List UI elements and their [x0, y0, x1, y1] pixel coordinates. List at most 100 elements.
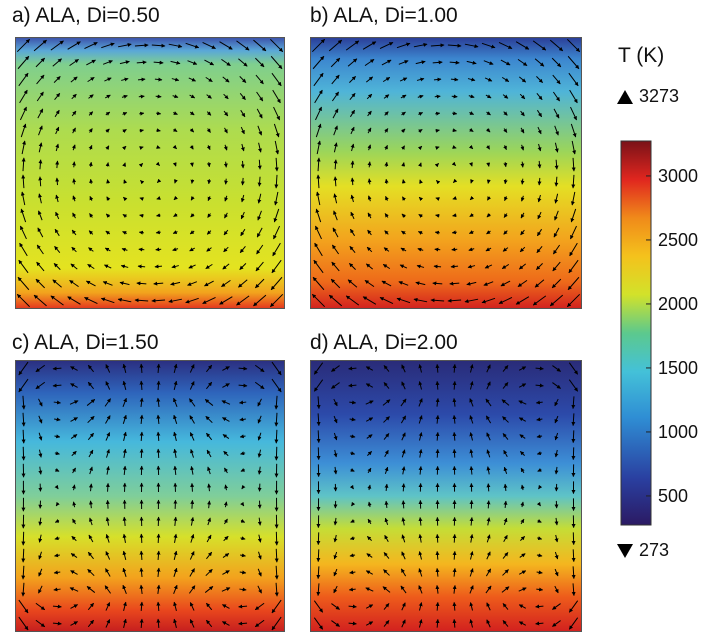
panel-c-temperature-field: [15, 360, 285, 632]
velocity-arrow: [418, 112, 424, 116]
velocity-arrow: [367, 127, 372, 134]
velocity-arrow: [452, 397, 457, 407]
velocity-arrow: [569, 242, 578, 257]
velocity-arrow: [554, 398, 559, 407]
velocity-arrow: [105, 364, 111, 373]
velocity-arrow: [536, 501, 541, 507]
velocity-arrow: [552, 74, 561, 85]
velocity-arrow: [552, 244, 561, 255]
velocity-arrow: [139, 414, 144, 425]
velocity-arrow: [554, 449, 559, 458]
velocity-arrow: [518, 587, 527, 592]
velocity-arrow: [36, 244, 44, 255]
velocity-arrow: [554, 466, 559, 475]
velocity-arrow: [333, 568, 338, 577]
velocity-arrow: [105, 568, 111, 577]
velocity-arrow: [570, 106, 577, 121]
velocity-arrow: [88, 517, 93, 526]
velocity-arrow: [87, 619, 95, 628]
velocity-arrow: [518, 400, 527, 405]
velocity-arrow: [52, 366, 62, 371]
velocity-arrow: [384, 178, 389, 184]
velocity-arrow: [271, 361, 282, 376]
velocity-arrow: [552, 382, 561, 389]
velocity-arrow: [105, 162, 110, 167]
velocity-arrow: [350, 160, 355, 169]
velocity-arrow: [554, 159, 559, 170]
velocity-arrow: [104, 247, 111, 252]
velocity-arrow: [331, 74, 340, 85]
velocity-arrow: [452, 380, 457, 390]
velocity-arrow: [189, 551, 195, 560]
velocity-arrow: [418, 196, 424, 202]
velocity-arrow: [206, 94, 212, 99]
velocity-arrow: [205, 381, 213, 390]
velocity-arrow: [88, 111, 94, 116]
velocity-arrow: [257, 398, 262, 407]
velocity-arrow: [240, 553, 246, 558]
velocity-arrow: [206, 449, 212, 458]
velocity-arrow: [400, 94, 407, 99]
velocity-arrow: [190, 449, 194, 458]
velocity-arrow: [418, 466, 423, 475]
velocity-arrow: [205, 619, 213, 628]
velocity-arrow: [105, 499, 110, 509]
velocity-arrow: [35, 619, 46, 628]
velocity-arrow: [435, 363, 440, 373]
velocity-arrow: [330, 57, 341, 68]
velocity-arrow: [71, 110, 77, 117]
velocity-arrow: [55, 126, 60, 135]
velocity-arrow: [554, 415, 559, 424]
velocity-arrow: [219, 41, 233, 50]
velocity-arrow: [139, 584, 144, 595]
velocity-arrow: [240, 468, 246, 472]
velocity-arrow: [485, 415, 492, 424]
velocity-arrow: [535, 400, 543, 405]
velocity-arrow: [418, 214, 423, 219]
velocity-arrow: [551, 278, 562, 289]
velocity-arrow: [104, 398, 112, 407]
velocity-arrow: [207, 213, 212, 218]
velocity-arrow: [55, 211, 60, 220]
velocity-arrow: [38, 415, 43, 424]
velocity-arrow: [520, 536, 525, 541]
velocity-arrow: [536, 587, 544, 592]
velocity-arrow: [362, 41, 377, 50]
velocity-arrow: [257, 466, 262, 475]
velocity-arrow: [502, 433, 509, 440]
velocity-arrow: [333, 449, 338, 458]
velocity-arrow: [348, 383, 357, 388]
velocity-arrow: [503, 145, 507, 151]
velocity-arrow: [156, 145, 161, 149]
velocity-arrow: [53, 263, 61, 270]
velocity-arrow: [156, 397, 161, 408]
velocity-arrow: [171, 77, 180, 82]
velocity-arrow: [189, 94, 196, 99]
velocity-arrow: [19, 242, 28, 257]
velocity-arrow: [331, 620, 340, 627]
velocity-arrow: [311, 38, 326, 53]
velocity-arrow: [224, 178, 229, 185]
velocity-arrow: [316, 430, 321, 444]
velocity-arrow: [486, 517, 491, 526]
velocity-arrow: [139, 618, 144, 629]
panel-c-title: c) ALA, Di=1.50: [12, 331, 159, 354]
velocity-arrow: [365, 417, 374, 422]
velocity-arrow: [486, 483, 491, 492]
velocity-arrow: [518, 604, 527, 609]
velocity-arrow: [401, 213, 406, 218]
velocity-arrow: [418, 162, 422, 167]
velocity-arrow: [364, 279, 375, 288]
velocity-arrow: [417, 94, 424, 99]
velocity-arrow: [504, 196, 508, 202]
velocity-arrow: [155, 161, 160, 167]
velocity-arrow: [168, 298, 182, 304]
velocity-arrow: [153, 281, 164, 286]
velocity-arrow: [367, 501, 372, 508]
velocity-arrow: [122, 380, 127, 390]
velocity-arrow: [89, 466, 93, 475]
velocity-arrow: [87, 263, 95, 270]
velocity-arrow: [173, 567, 178, 577]
velocity-arrow: [139, 567, 144, 578]
velocity-arrow: [537, 519, 542, 523]
